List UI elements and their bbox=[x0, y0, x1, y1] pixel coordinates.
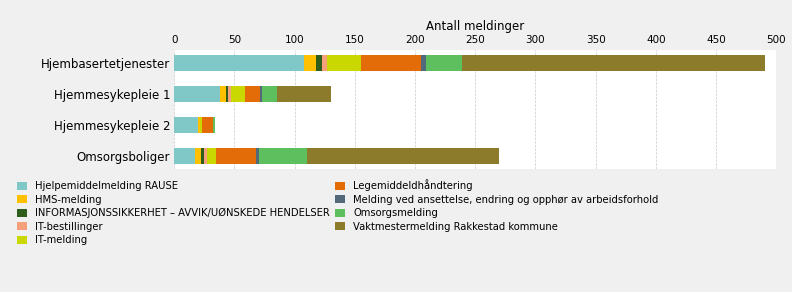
Bar bbox=[198, 117, 200, 133]
Bar bbox=[322, 55, 327, 71]
Bar bbox=[226, 86, 228, 102]
Bar bbox=[361, 55, 421, 71]
Bar bbox=[260, 86, 262, 102]
Bar bbox=[202, 117, 213, 133]
Bar bbox=[258, 148, 307, 164]
Bar bbox=[216, 148, 256, 164]
Bar bbox=[246, 86, 260, 102]
Bar bbox=[174, 86, 220, 102]
Bar bbox=[426, 55, 462, 71]
Bar bbox=[200, 148, 204, 164]
Bar bbox=[174, 148, 195, 164]
Bar bbox=[421, 55, 426, 71]
X-axis label: Antall meldinger: Antall meldinger bbox=[426, 20, 524, 33]
Bar bbox=[327, 55, 361, 71]
Bar bbox=[304, 55, 316, 71]
Bar bbox=[228, 86, 230, 102]
Bar bbox=[195, 148, 200, 164]
Bar bbox=[262, 86, 276, 102]
Bar bbox=[213, 117, 215, 133]
Bar bbox=[174, 117, 198, 133]
Bar bbox=[174, 55, 304, 71]
Bar bbox=[276, 86, 331, 102]
Legend: Hjelpemiddelmelding RAUSE, HMS-melding, INFORMASJONSSIKKERHET – AVVIK/UØNSKEDE H: Hjelpemiddelmelding RAUSE, HMS-melding, … bbox=[17, 179, 659, 245]
Bar bbox=[256, 148, 258, 164]
Bar bbox=[220, 86, 226, 102]
Bar bbox=[200, 117, 202, 133]
Bar bbox=[307, 148, 499, 164]
Bar bbox=[462, 55, 765, 71]
Bar bbox=[204, 148, 207, 164]
Bar bbox=[316, 55, 322, 71]
Bar bbox=[207, 148, 216, 164]
Bar bbox=[230, 86, 246, 102]
